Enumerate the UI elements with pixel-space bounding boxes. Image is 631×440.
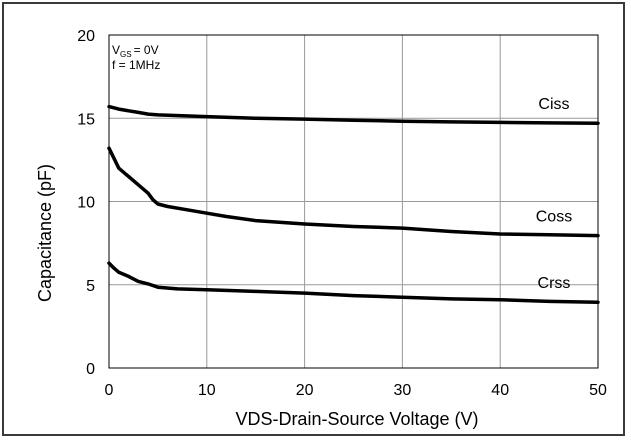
series-layer: Ciss Coss Crss: [107, 96, 600, 304]
series-label-crss: Crss: [538, 275, 571, 292]
y-axis-label: Capacitance (pF): [35, 164, 55, 302]
x-tick-label: 50: [589, 382, 607, 399]
plot-area-border: [108, 34, 599, 369]
y-tick-label: 5: [86, 278, 95, 295]
condition-vgs: VGS = 0V: [112, 43, 159, 59]
series-label-coss: Coss: [536, 209, 572, 226]
capacitance-chart: Ciss Coss Crss 0 10 20 30 40 50 0 5 10 15 20 VGS = 0V…: [35, 28, 607, 429]
series-line-crss: [107, 261, 600, 304]
y-tick-label: 10: [77, 195, 95, 212]
condition-frequency: f = 1MHz: [112, 58, 160, 72]
x-tick-label: 0: [105, 382, 114, 399]
series-label-ciss: Ciss: [538, 96, 569, 113]
grid-lines: [108, 34, 599, 369]
y-tick-label: 0: [86, 361, 95, 378]
series-line-coss: [107, 146, 600, 238]
y-tick-label: 15: [77, 111, 95, 128]
chart-frame: Ciss Coss Crss 0 10 20 30 40 50 0 5 10 15 20 VGS = 0V…: [2, 2, 625, 436]
x-tick-label: 30: [394, 382, 412, 399]
x-axis-label: VDS-Drain-Source Voltage (V): [235, 409, 478, 429]
tick-labels: 0 10 20 30 40 50 0 5 10 15 20: [77, 28, 607, 399]
y-tick-label: 20: [77, 28, 95, 45]
series-line-ciss: [107, 104, 600, 125]
x-tick-label: 10: [198, 382, 216, 399]
x-tick-label: 40: [491, 382, 509, 399]
x-tick-label: 20: [296, 382, 314, 399]
